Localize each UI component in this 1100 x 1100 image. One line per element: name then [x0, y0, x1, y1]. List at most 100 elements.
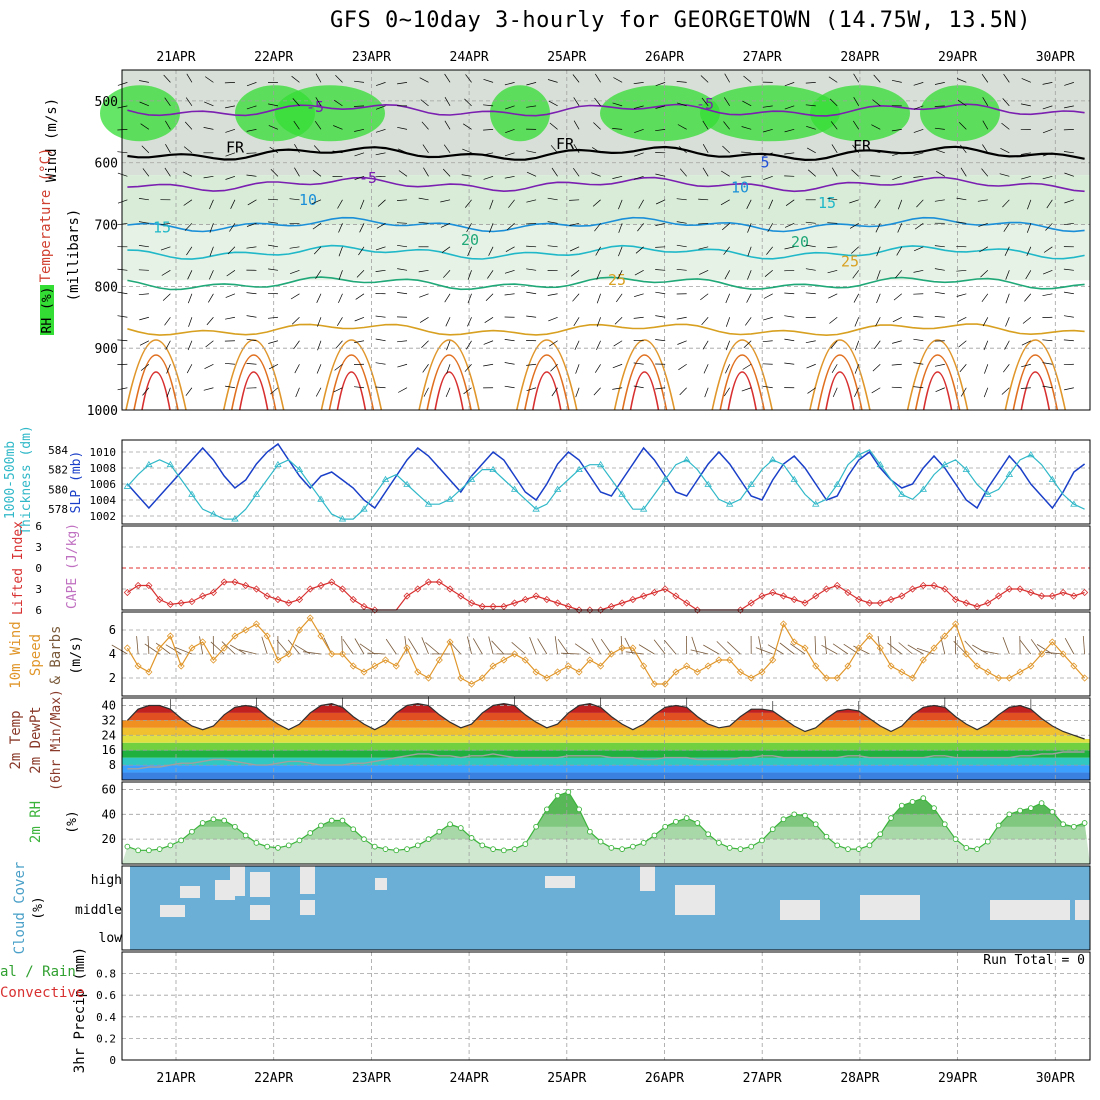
wind-barb-10m	[165, 644, 182, 655]
precip-frame	[121, 951, 1091, 1061]
wind-barb	[1000, 147, 1010, 154]
wind-barb	[724, 97, 730, 107]
wind-barb	[338, 246, 343, 257]
wind-barb-10m	[690, 649, 709, 655]
wind-barb	[187, 270, 193, 280]
wind-barb	[934, 268, 945, 271]
wind-barb	[225, 316, 236, 320]
wind-barb	[186, 73, 193, 83]
thickness-marker	[231, 515, 239, 522]
wind-barb	[741, 151, 752, 154]
wind-barb	[443, 270, 451, 278]
wind-barb	[935, 387, 945, 393]
thickness-marker	[704, 480, 712, 487]
wind-barb	[547, 79, 558, 83]
contour-label: -5	[306, 98, 324, 116]
precip-panel: 0 0.2 0.4 0.6 0.8 3hr Precip (mm)al / Rain Con…	[0, 947, 1091, 1073]
wind-barb	[677, 340, 687, 345]
cloud-clear-patch	[300, 866, 315, 894]
wind-barb	[548, 100, 558, 107]
wind-barb	[1002, 199, 1010, 208]
date-label-top: 27APR	[743, 50, 782, 65]
temperature-contour-loop	[141, 371, 171, 411]
wind-barb	[655, 315, 666, 318]
wind-barb	[375, 129, 386, 133]
wind-barb	[142, 168, 150, 177]
wind-barb	[1020, 387, 1031, 389]
wind-speed-marker	[231, 632, 239, 640]
slp-line	[126, 442, 1086, 510]
wind-barb	[676, 316, 687, 320]
wind-barb	[655, 291, 666, 295]
wind-barb	[573, 167, 580, 177]
wind-speed-marker	[1005, 674, 1013, 682]
wind-barb	[569, 199, 580, 201]
rh-marker	[888, 815, 894, 821]
wind-barb	[805, 221, 816, 224]
wind-barb	[698, 246, 709, 250]
rh-high-blob	[490, 85, 550, 142]
wind-barb	[203, 127, 214, 130]
temperature-contour-loop	[516, 339, 578, 411]
wind-barb	[913, 82, 924, 86]
wind-barb	[1063, 128, 1074, 131]
wind-barb-10m	[554, 636, 558, 655]
wind-barb	[1002, 98, 1010, 107]
wind-barb	[784, 269, 795, 272]
lifted-index-marker	[220, 578, 228, 586]
cloud-clear-patch	[375, 878, 387, 890]
wind-tick-label: 6	[109, 623, 116, 637]
rh-marker	[608, 844, 615, 851]
lifted-index-marker	[424, 578, 433, 586]
wind-barb	[763, 175, 773, 181]
wind-barb	[934, 82, 945, 85]
wind-barb	[139, 101, 150, 107]
wind-barb	[784, 222, 795, 228]
lifted-index-marker	[995, 592, 1003, 600]
wind-barb	[701, 97, 709, 107]
wind-barb	[981, 293, 989, 303]
wind-barb	[875, 223, 881, 233]
wind-barb	[960, 387, 967, 397]
wind-barb	[854, 340, 860, 351]
wind-speed-marker	[274, 656, 282, 664]
wind-barb	[875, 317, 881, 327]
wind-barb	[747, 246, 752, 257]
wind-speed-marker	[844, 662, 852, 670]
wind-speed-marker	[177, 662, 185, 670]
wind-barb	[1020, 103, 1031, 107]
lifted-index-marker	[371, 606, 379, 614]
thickness-marker	[682, 455, 691, 463]
wind-barb	[764, 270, 773, 277]
wind-barb	[872, 99, 881, 107]
wind-barb-10m	[511, 641, 526, 655]
lifted-index-marker	[446, 585, 454, 593]
li-tick-label: 3	[35, 541, 42, 554]
wind-speed-marker	[554, 668, 562, 676]
temperature-contour-loop	[125, 339, 187, 411]
wind-barb	[635, 246, 644, 254]
wind-speed-marker	[790, 638, 798, 646]
contour-label: FR	[226, 138, 245, 156]
wind-barb	[421, 340, 429, 348]
wind-barb	[423, 167, 429, 177]
rh-tick-label: 60	[102, 782, 116, 796]
wind-barb	[784, 246, 795, 250]
rh-marker	[328, 817, 335, 824]
wind-barb	[551, 167, 558, 177]
wind-barb	[891, 79, 902, 83]
date-label-bottom: 23APR	[352, 1071, 391, 1086]
thickness-marker	[489, 465, 497, 473]
wind-barb	[224, 362, 235, 365]
wind-barb	[573, 120, 580, 130]
wind-barb	[547, 293, 558, 296]
wind-barb	[1026, 246, 1032, 257]
wind-barb-10m	[425, 642, 440, 655]
wind-barb	[958, 122, 967, 130]
cloud-clear-patch	[860, 895, 920, 920]
cape-axis-label: CAPE (J/kg)	[65, 523, 80, 609]
wind-barb	[784, 315, 795, 318]
thickness-marker	[403, 480, 411, 487]
wind-speed-marker	[317, 632, 325, 640]
wind-speed-marker	[392, 662, 400, 670]
